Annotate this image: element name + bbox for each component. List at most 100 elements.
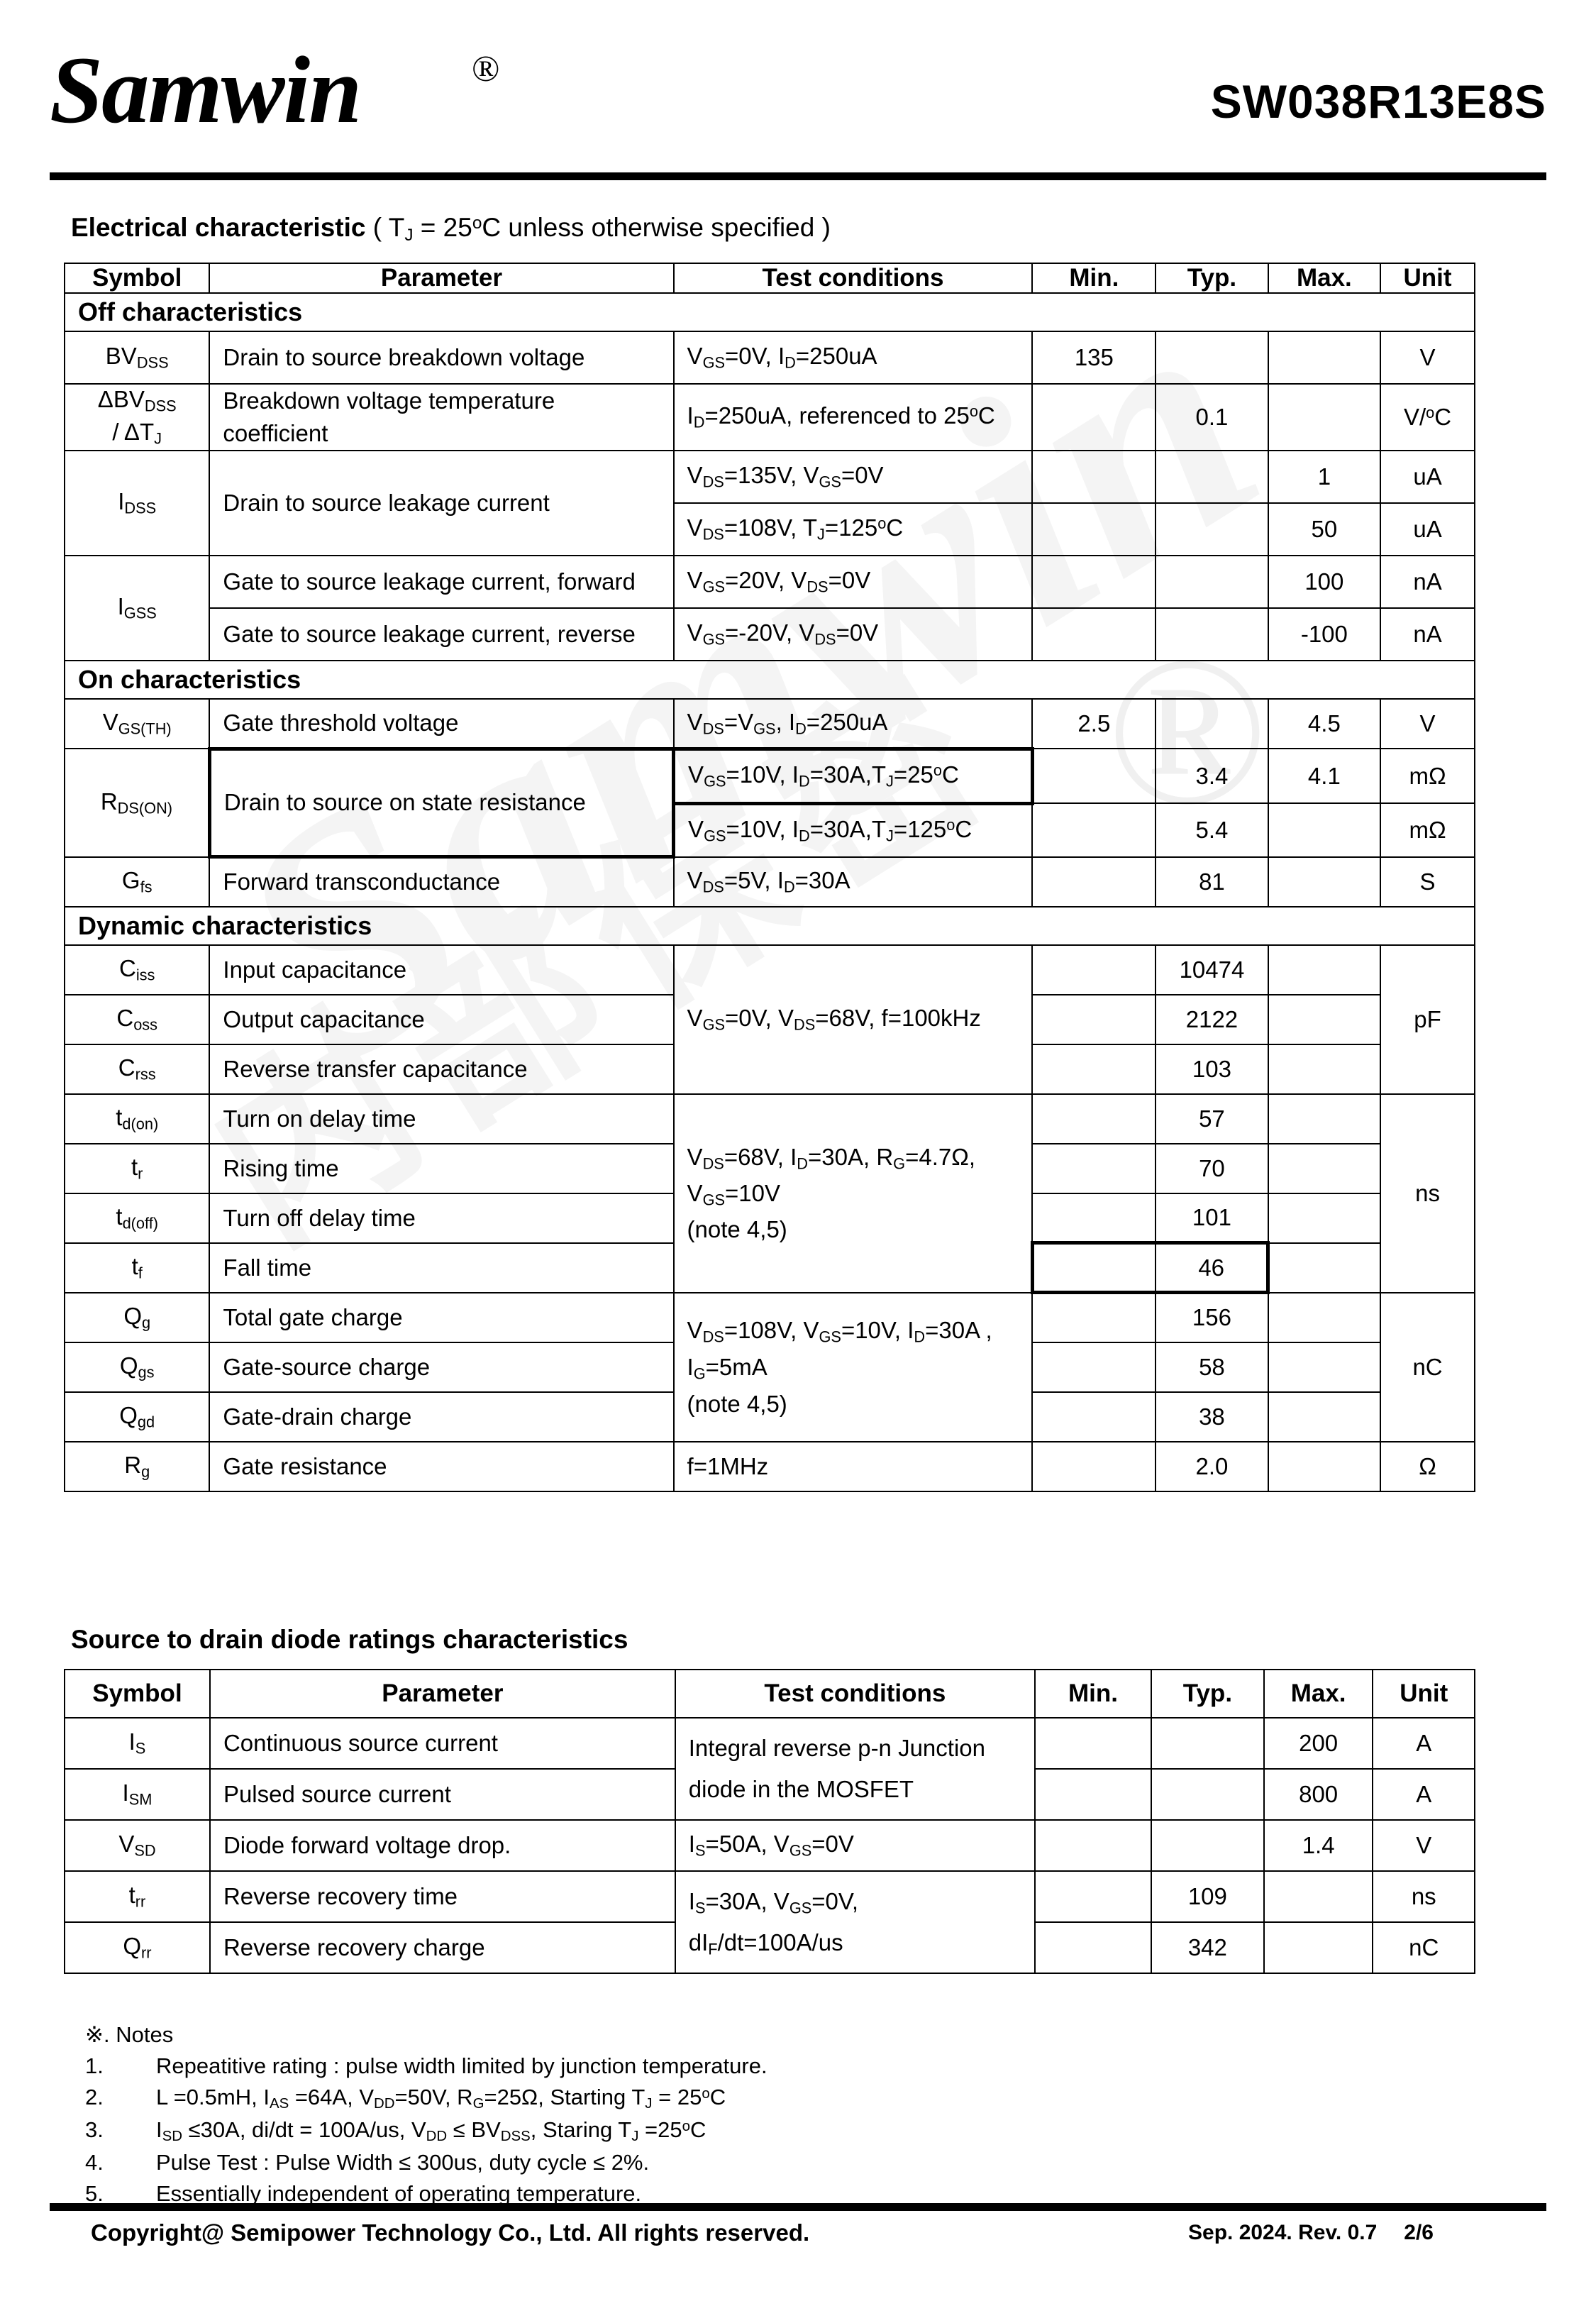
- table-row: VGS(TH) Gate threshold voltage VDS=VGS, …: [63, 698, 1475, 749]
- max-rg: [1267, 1440, 1382, 1492]
- condition-rg: f=1MHz: [672, 1440, 1033, 1492]
- condition-vsd: IS=50A, VGS=0V: [674, 1819, 1036, 1872]
- max-qg: [1267, 1291, 1382, 1343]
- symbol-qgd: Qgd: [63, 1391, 211, 1442]
- electrical-title-b: = 25: [413, 213, 472, 242]
- table-row: tr Rising time 70: [63, 1142, 1475, 1194]
- parameter-rdson: Drain to source on state resistance: [207, 746, 676, 859]
- cond-l2a: V: [687, 1179, 703, 1206]
- table-row: Crss Reverse transfer capacitance 103: [63, 1043, 1475, 1095]
- cond-l1b-sub: GS: [789, 1899, 812, 1917]
- unit-rdson-2: mΩ: [1380, 802, 1475, 858]
- table-row: Qrr Reverse recovery charge 342 nC: [64, 1921, 1475, 1974]
- typ-crss: 103: [1155, 1043, 1269, 1095]
- table-row: Ciss Input capacitance VGS=0V, VDS=68V, …: [63, 944, 1475, 1095]
- cond-a-sub: GS: [704, 827, 726, 845]
- cond-a-sub: GS: [702, 630, 726, 649]
- cond-d: =125: [893, 815, 947, 842]
- min-coss: [1031, 993, 1157, 1045]
- symbol-text: Q: [119, 1352, 138, 1379]
- typ-vgsth: [1155, 698, 1269, 749]
- symbol-vgsth: VGS(TH): [63, 698, 211, 749]
- min-qrr: [1034, 1921, 1152, 1974]
- notes-heading-text: . Notes: [103, 2022, 174, 2047]
- symbol-text: BV: [105, 343, 137, 370]
- max-ciss: [1267, 944, 1382, 995]
- cond-l2: diode in the MOSFET: [688, 1776, 914, 1802]
- cond-b-sub: D: [798, 772, 810, 790]
- symbol-text: G: [121, 866, 140, 893]
- typ-is: [1150, 1717, 1265, 1770]
- unit-dbvdss: V/oC: [1380, 383, 1475, 451]
- cond-b: =0V, I: [725, 343, 785, 370]
- unit-rdson-1: mΩ: [1380, 748, 1475, 804]
- min-rdson-2: [1031, 802, 1157, 858]
- cond-a: V: [688, 815, 704, 842]
- symbol-sub: S: [135, 1739, 146, 1758]
- parameter-is: Continuous source current: [209, 1717, 676, 1770]
- symbol-sub: DS(ON): [117, 798, 173, 817]
- max-is: 200: [1263, 1717, 1374, 1770]
- typ-vsd: [1150, 1819, 1265, 1872]
- diode-col-min: Min.: [1034, 1669, 1152, 1719]
- symbol-tdoff: td(off): [63, 1192, 211, 1244]
- unit-idss-1: uA: [1380, 450, 1475, 504]
- note-item: 5. Essentially independent of operating …: [85, 2180, 1362, 2208]
- symbol-is: IS: [64, 1717, 211, 1770]
- diode-col-test-conditions: Test conditions: [674, 1669, 1036, 1719]
- condition-rdson-1: VGS=10V, ID=30A,TJ=25oC: [672, 746, 1034, 804]
- cond-c: =30A,T: [809, 761, 887, 788]
- col-symbol: Symbol: [63, 263, 211, 294]
- typ-idss-1: [1155, 450, 1269, 504]
- cond-b-sub: DS: [793, 1015, 816, 1034]
- footer-page-number: 2/6: [1404, 2221, 1434, 2244]
- condition-igss-rev: VGS=-20V, VDS=0V: [672, 607, 1033, 661]
- max-tdoff: [1267, 1192, 1382, 1244]
- table-row: trr Reverse recovery time IS=30A, VGS=0V…: [64, 1870, 1475, 1974]
- max-vgsth: 4.5: [1267, 698, 1382, 749]
- parameter-igss-rev: Gate to source leakage current, reverse: [209, 607, 675, 661]
- cond-b: =50A, V: [705, 1831, 789, 1858]
- col-parameter: Parameter: [209, 263, 675, 294]
- parameter-qgs: Gate-source charge: [209, 1341, 675, 1393]
- cond-l2a-sub: F: [708, 1940, 718, 1958]
- col-unit: Unit: [1380, 263, 1475, 294]
- parameter-tdoff: Turn off delay time: [209, 1192, 675, 1244]
- table-row: Coss Output capacitance 2122: [63, 993, 1475, 1045]
- symbol-text: ΔBV: [97, 386, 145, 413]
- cond-d: =25: [893, 761, 933, 788]
- cond-l2a-sub: G: [693, 1364, 706, 1383]
- note-number: 2.: [85, 2084, 104, 2109]
- max-qrr: [1263, 1921, 1374, 1974]
- symbol-text: C: [116, 1004, 134, 1031]
- electrical-title-sub: J: [404, 226, 414, 246]
- notes-block: ※. Notes 1. Repeatitive rating : pulse w…: [85, 2022, 1362, 2211]
- parameter-ism: Pulsed source current: [209, 1768, 676, 1821]
- cond-l2a: dI: [688, 1929, 709, 1955]
- electrical-title-c: C unless otherwise specified ): [482, 213, 831, 242]
- header-divider: [50, 172, 1546, 180]
- symbol-sub: iss: [135, 966, 155, 984]
- symbol-text: t: [131, 1252, 138, 1279]
- condition-integral-diode: Integral reverse p-n Junction diode in t…: [674, 1717, 1036, 1821]
- cond-deg: o: [946, 815, 955, 834]
- cond-c-sub: D: [795, 719, 807, 737]
- symbol-text: Q: [119, 1401, 138, 1428]
- cond-a: I: [687, 402, 694, 429]
- max-rdson-1: 4.1: [1267, 748, 1382, 804]
- cond-c: =68V, f=100kHz: [815, 1004, 981, 1031]
- typ-qgs: 58: [1155, 1341, 1269, 1393]
- condition-idss-2: VDS=108V, TJ=125oC: [672, 502, 1033, 556]
- symbol-sub: GS(TH): [118, 719, 172, 738]
- registered-icon: ®: [472, 49, 500, 89]
- cond-deg: o: [933, 761, 943, 779]
- parameter-vsd: Diode forward voltage drop.: [209, 1819, 676, 1872]
- max-crss: [1267, 1043, 1382, 1095]
- cond-b: =250uA, referenced to 25: [704, 402, 970, 429]
- condition-rdson-2: VGS=10V, ID=30A,TJ=125oC: [672, 801, 1033, 858]
- cond-b-sub: D: [783, 878, 795, 896]
- table-row: / ΔTJ coefficient: [63, 417, 1475, 451]
- cond-b-sub: J: [817, 525, 825, 544]
- symbol-text: R: [100, 788, 118, 815]
- note-item: 3. ISD ≤30A, di/dt = 100A/us, VDD ≤ BVDS…: [85, 2116, 1362, 2146]
